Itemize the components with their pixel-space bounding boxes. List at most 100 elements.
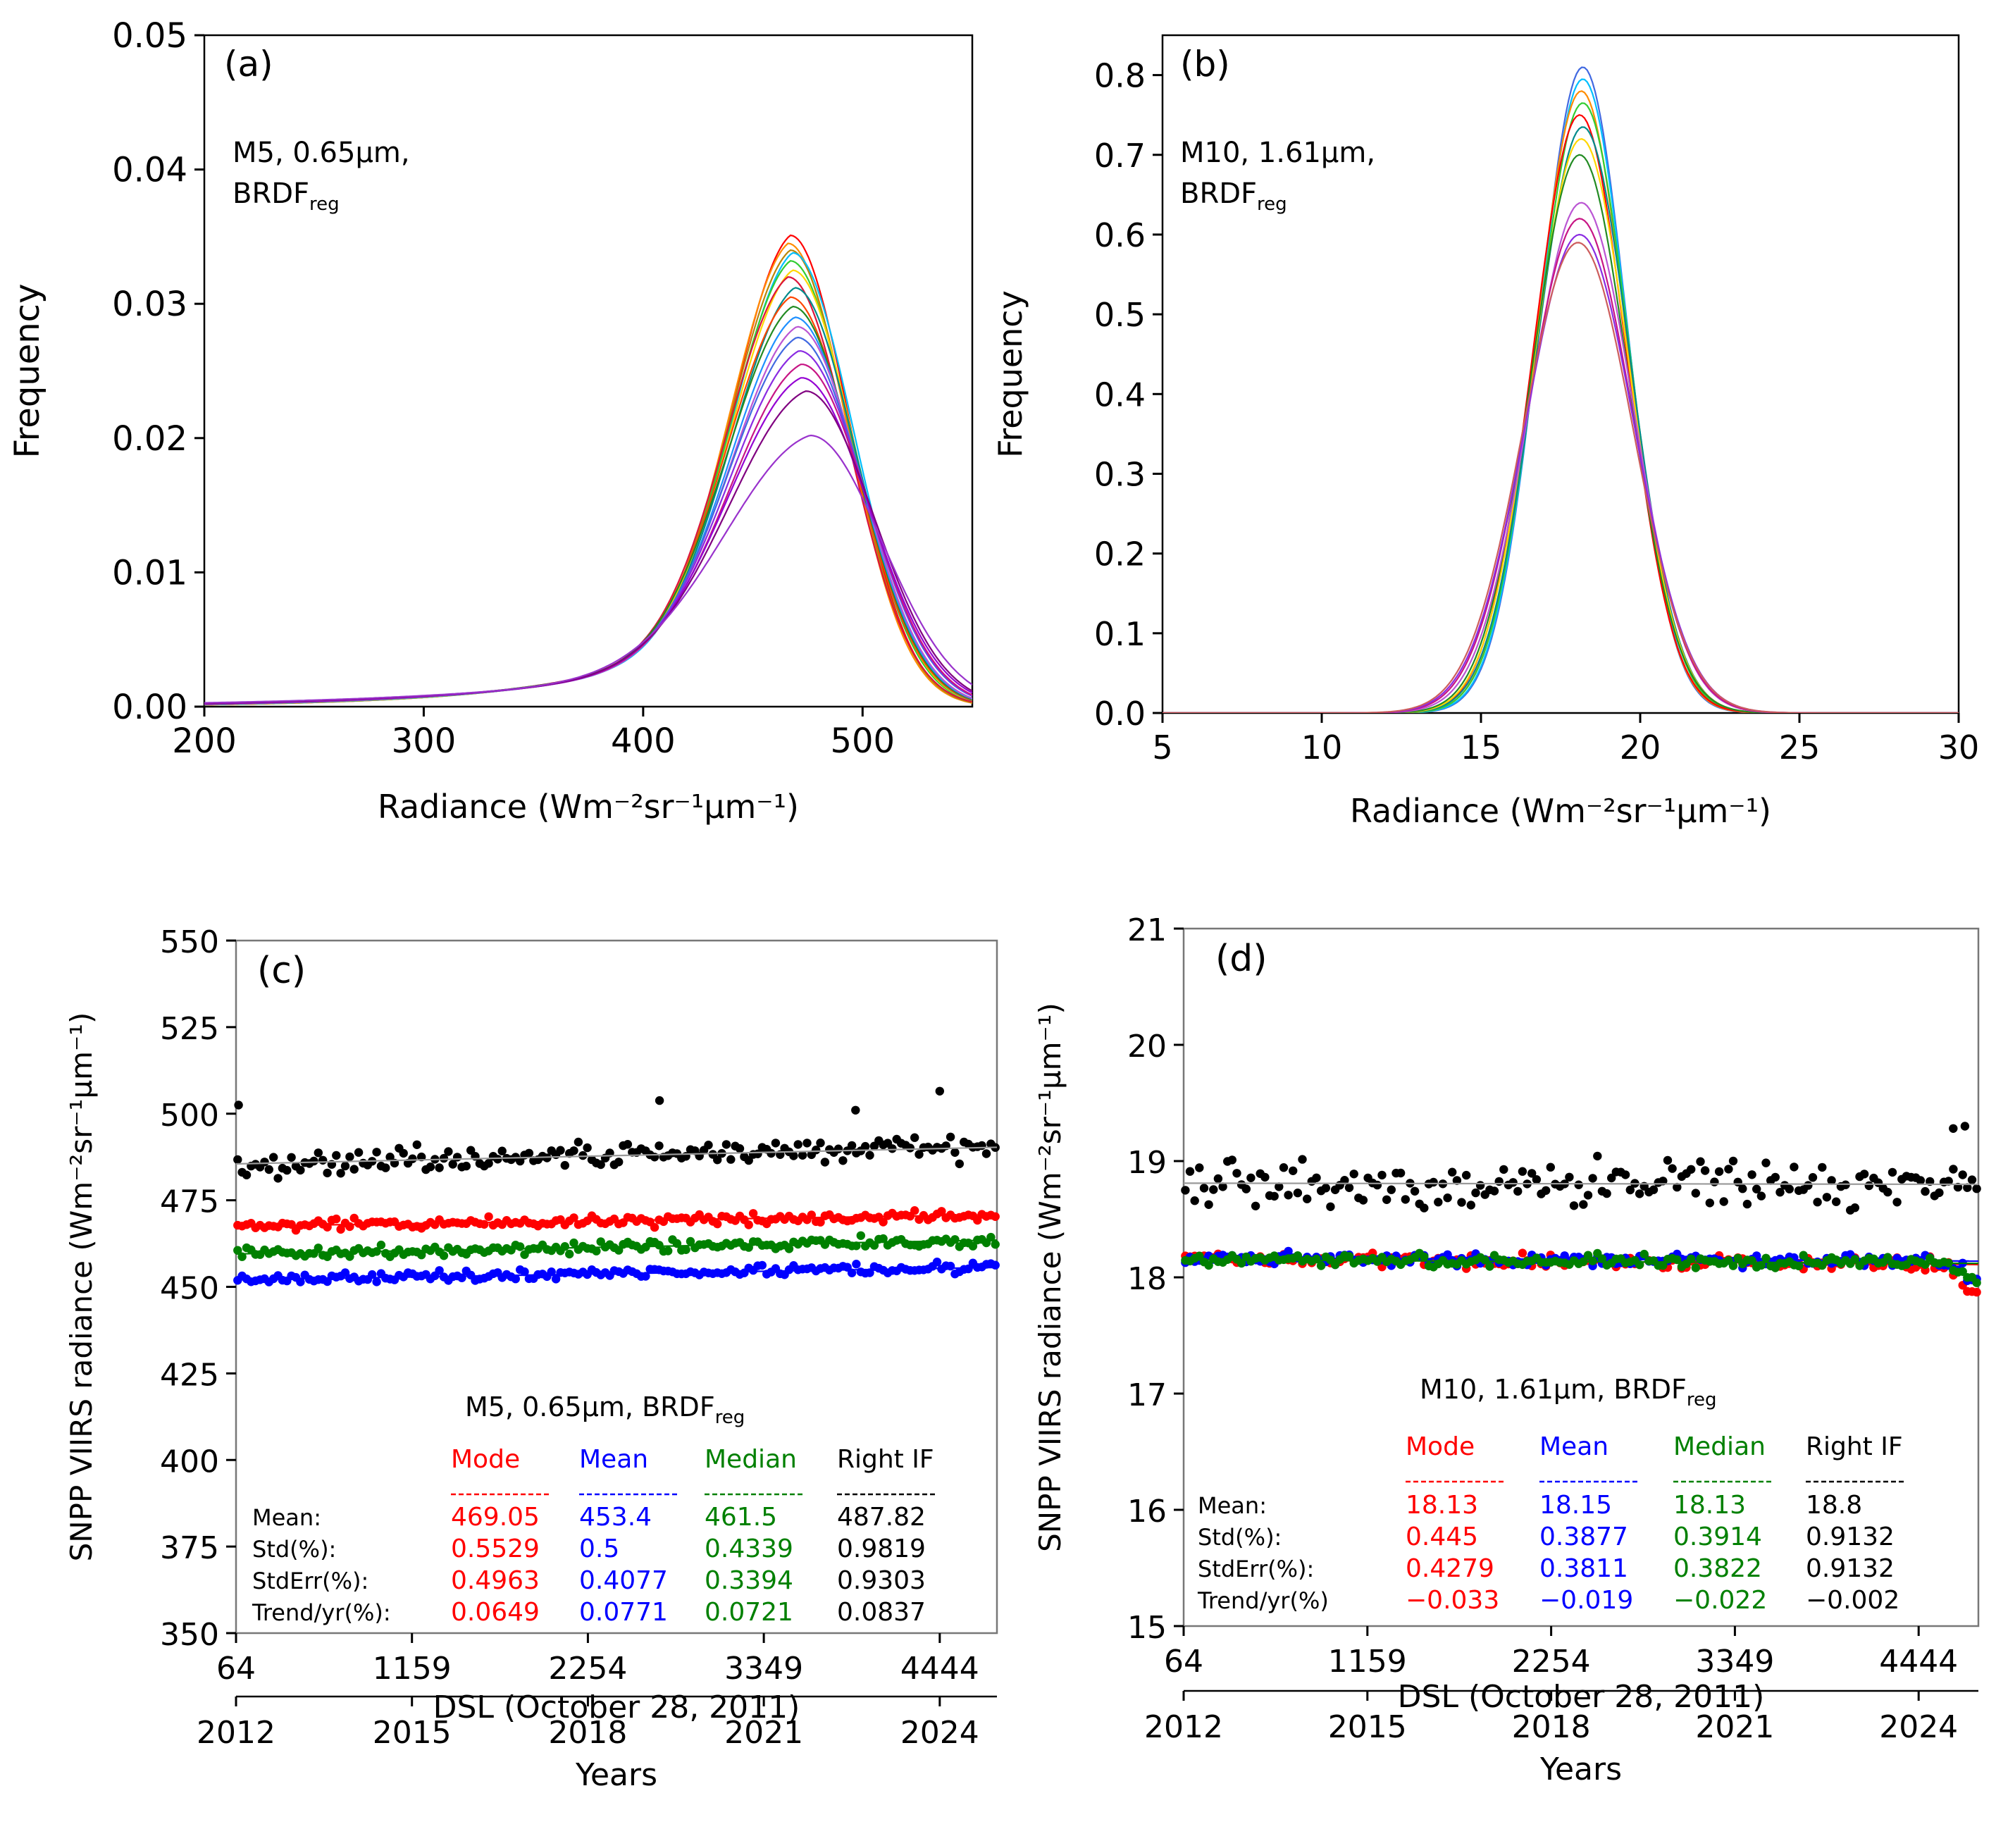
x-tick-label: 2254 bbox=[548, 1651, 627, 1687]
data-point bbox=[296, 1165, 305, 1175]
data-point bbox=[1546, 1162, 1555, 1172]
density-curve-8 bbox=[204, 287, 972, 705]
data-point bbox=[1958, 1170, 1967, 1179]
data-point bbox=[1583, 1191, 1593, 1200]
x-axis-label: DSL (October 28, 2011) bbox=[1398, 1679, 1765, 1715]
stats-value: 0.3822 bbox=[1673, 1554, 1762, 1583]
data-point bbox=[439, 1153, 449, 1163]
data-point bbox=[435, 1163, 444, 1172]
y-tick-label: 20 bbox=[1127, 1029, 1167, 1065]
stats-value: 0.4077 bbox=[579, 1566, 668, 1595]
x-tick-label: 25 bbox=[1779, 728, 1821, 767]
data-point bbox=[372, 1277, 381, 1286]
data-point bbox=[1799, 1251, 1808, 1260]
data-point bbox=[614, 1158, 624, 1167]
years-tick-label: 2024 bbox=[900, 1715, 979, 1751]
data-point bbox=[726, 1155, 736, 1164]
data-point bbox=[1804, 1181, 1813, 1190]
density-curve-3 bbox=[1163, 90, 1959, 713]
density-curve-11 bbox=[1163, 233, 1959, 713]
data-point bbox=[1574, 1180, 1583, 1189]
y-tick-label: 375 bbox=[160, 1530, 219, 1566]
data-point bbox=[1513, 1186, 1523, 1196]
data-point bbox=[1771, 1172, 1780, 1182]
data-point bbox=[1209, 1185, 1218, 1194]
data-point bbox=[1569, 1201, 1579, 1210]
data-point bbox=[879, 1234, 888, 1244]
data-point bbox=[1949, 1165, 1958, 1174]
data-point bbox=[1714, 1167, 1724, 1177]
y-tick-label: 0.2 bbox=[1094, 535, 1146, 573]
trend-line bbox=[1183, 1182, 1979, 1186]
data-point bbox=[1241, 1184, 1251, 1193]
x-tick-label: 15 bbox=[1461, 728, 1502, 767]
data-point bbox=[1635, 1189, 1644, 1198]
data-point bbox=[655, 1241, 664, 1250]
stats-value: 0.3877 bbox=[1539, 1523, 1628, 1551]
data-point bbox=[435, 1266, 444, 1275]
data-point bbox=[852, 1241, 861, 1251]
data-point bbox=[1958, 1267, 1967, 1277]
data-point bbox=[1827, 1176, 1836, 1185]
stats-value: 0.4963 bbox=[451, 1566, 540, 1595]
y-tick-label: 475 bbox=[160, 1184, 219, 1220]
y-tick-label: 0.1 bbox=[1094, 615, 1146, 653]
stats-header-1: Mode bbox=[1406, 1432, 1475, 1461]
data-point bbox=[1967, 1175, 1977, 1184]
data-point bbox=[264, 1165, 273, 1174]
data-point bbox=[1232, 1169, 1241, 1178]
x-tick-label: 4444 bbox=[900, 1651, 979, 1687]
annotation-brdf: BRDF bbox=[1180, 178, 1257, 210]
curves-group bbox=[1163, 66, 1959, 713]
data-point bbox=[1298, 1155, 1307, 1164]
data-point bbox=[1625, 1185, 1635, 1195]
data-point bbox=[977, 1141, 986, 1151]
y-tick-label: 0.01 bbox=[112, 553, 187, 593]
density-curve-7 bbox=[204, 275, 972, 705]
data-point bbox=[287, 1153, 296, 1162]
data-point bbox=[1312, 1173, 1321, 1183]
series-median bbox=[1181, 1248, 1981, 1287]
x-tick-label: 2254 bbox=[1512, 1644, 1591, 1680]
data-point bbox=[1859, 1170, 1869, 1179]
x-tick-label: 200 bbox=[172, 721, 237, 761]
data-point bbox=[1892, 1198, 1902, 1207]
stats-value: 0.3914 bbox=[1673, 1523, 1762, 1551]
data-point bbox=[1747, 1170, 1756, 1179]
data-point bbox=[1227, 1155, 1237, 1165]
data-point bbox=[1710, 1177, 1719, 1186]
series-right-if bbox=[233, 1086, 1000, 1183]
data-point bbox=[1752, 1184, 1761, 1193]
data-point bbox=[991, 1212, 1000, 1222]
stats-value: 18.15 bbox=[1539, 1491, 1612, 1520]
data-point bbox=[1321, 1184, 1331, 1193]
data-point bbox=[1340, 1176, 1349, 1185]
data-point bbox=[1508, 1178, 1518, 1187]
data-point bbox=[1691, 1263, 1700, 1272]
data-point bbox=[852, 1260, 861, 1269]
data-point bbox=[426, 1162, 435, 1172]
trend-line bbox=[235, 1214, 998, 1227]
stats-value: 0.4279 bbox=[1406, 1554, 1494, 1583]
y-tick-label: 0.05 bbox=[112, 16, 187, 56]
y-tick-label: 500 bbox=[160, 1098, 219, 1134]
y-axis-label: Frequency bbox=[8, 284, 47, 459]
density-curve-12 bbox=[204, 325, 972, 705]
data-point bbox=[484, 1212, 493, 1222]
data-point bbox=[650, 1222, 659, 1232]
data-point bbox=[1489, 1186, 1499, 1196]
data-point bbox=[1620, 1170, 1630, 1179]
data-point bbox=[1691, 1189, 1700, 1198]
data-point bbox=[1972, 1278, 1981, 1287]
data-point bbox=[332, 1214, 341, 1224]
panel-label: (a) bbox=[224, 44, 273, 85]
data-point bbox=[847, 1268, 857, 1277]
data-point bbox=[1260, 1172, 1270, 1182]
data-point bbox=[838, 1156, 848, 1165]
data-point bbox=[560, 1160, 569, 1170]
data-point bbox=[1382, 1195, 1391, 1205]
stats-header-1: Mode bbox=[451, 1445, 520, 1474]
data-point bbox=[1494, 1177, 1504, 1186]
y-axis-label: SNPP VIIRS radiance (Wm⁻²sr⁻¹µm⁻¹) bbox=[64, 1012, 99, 1562]
density-curve-5 bbox=[1163, 114, 1959, 713]
